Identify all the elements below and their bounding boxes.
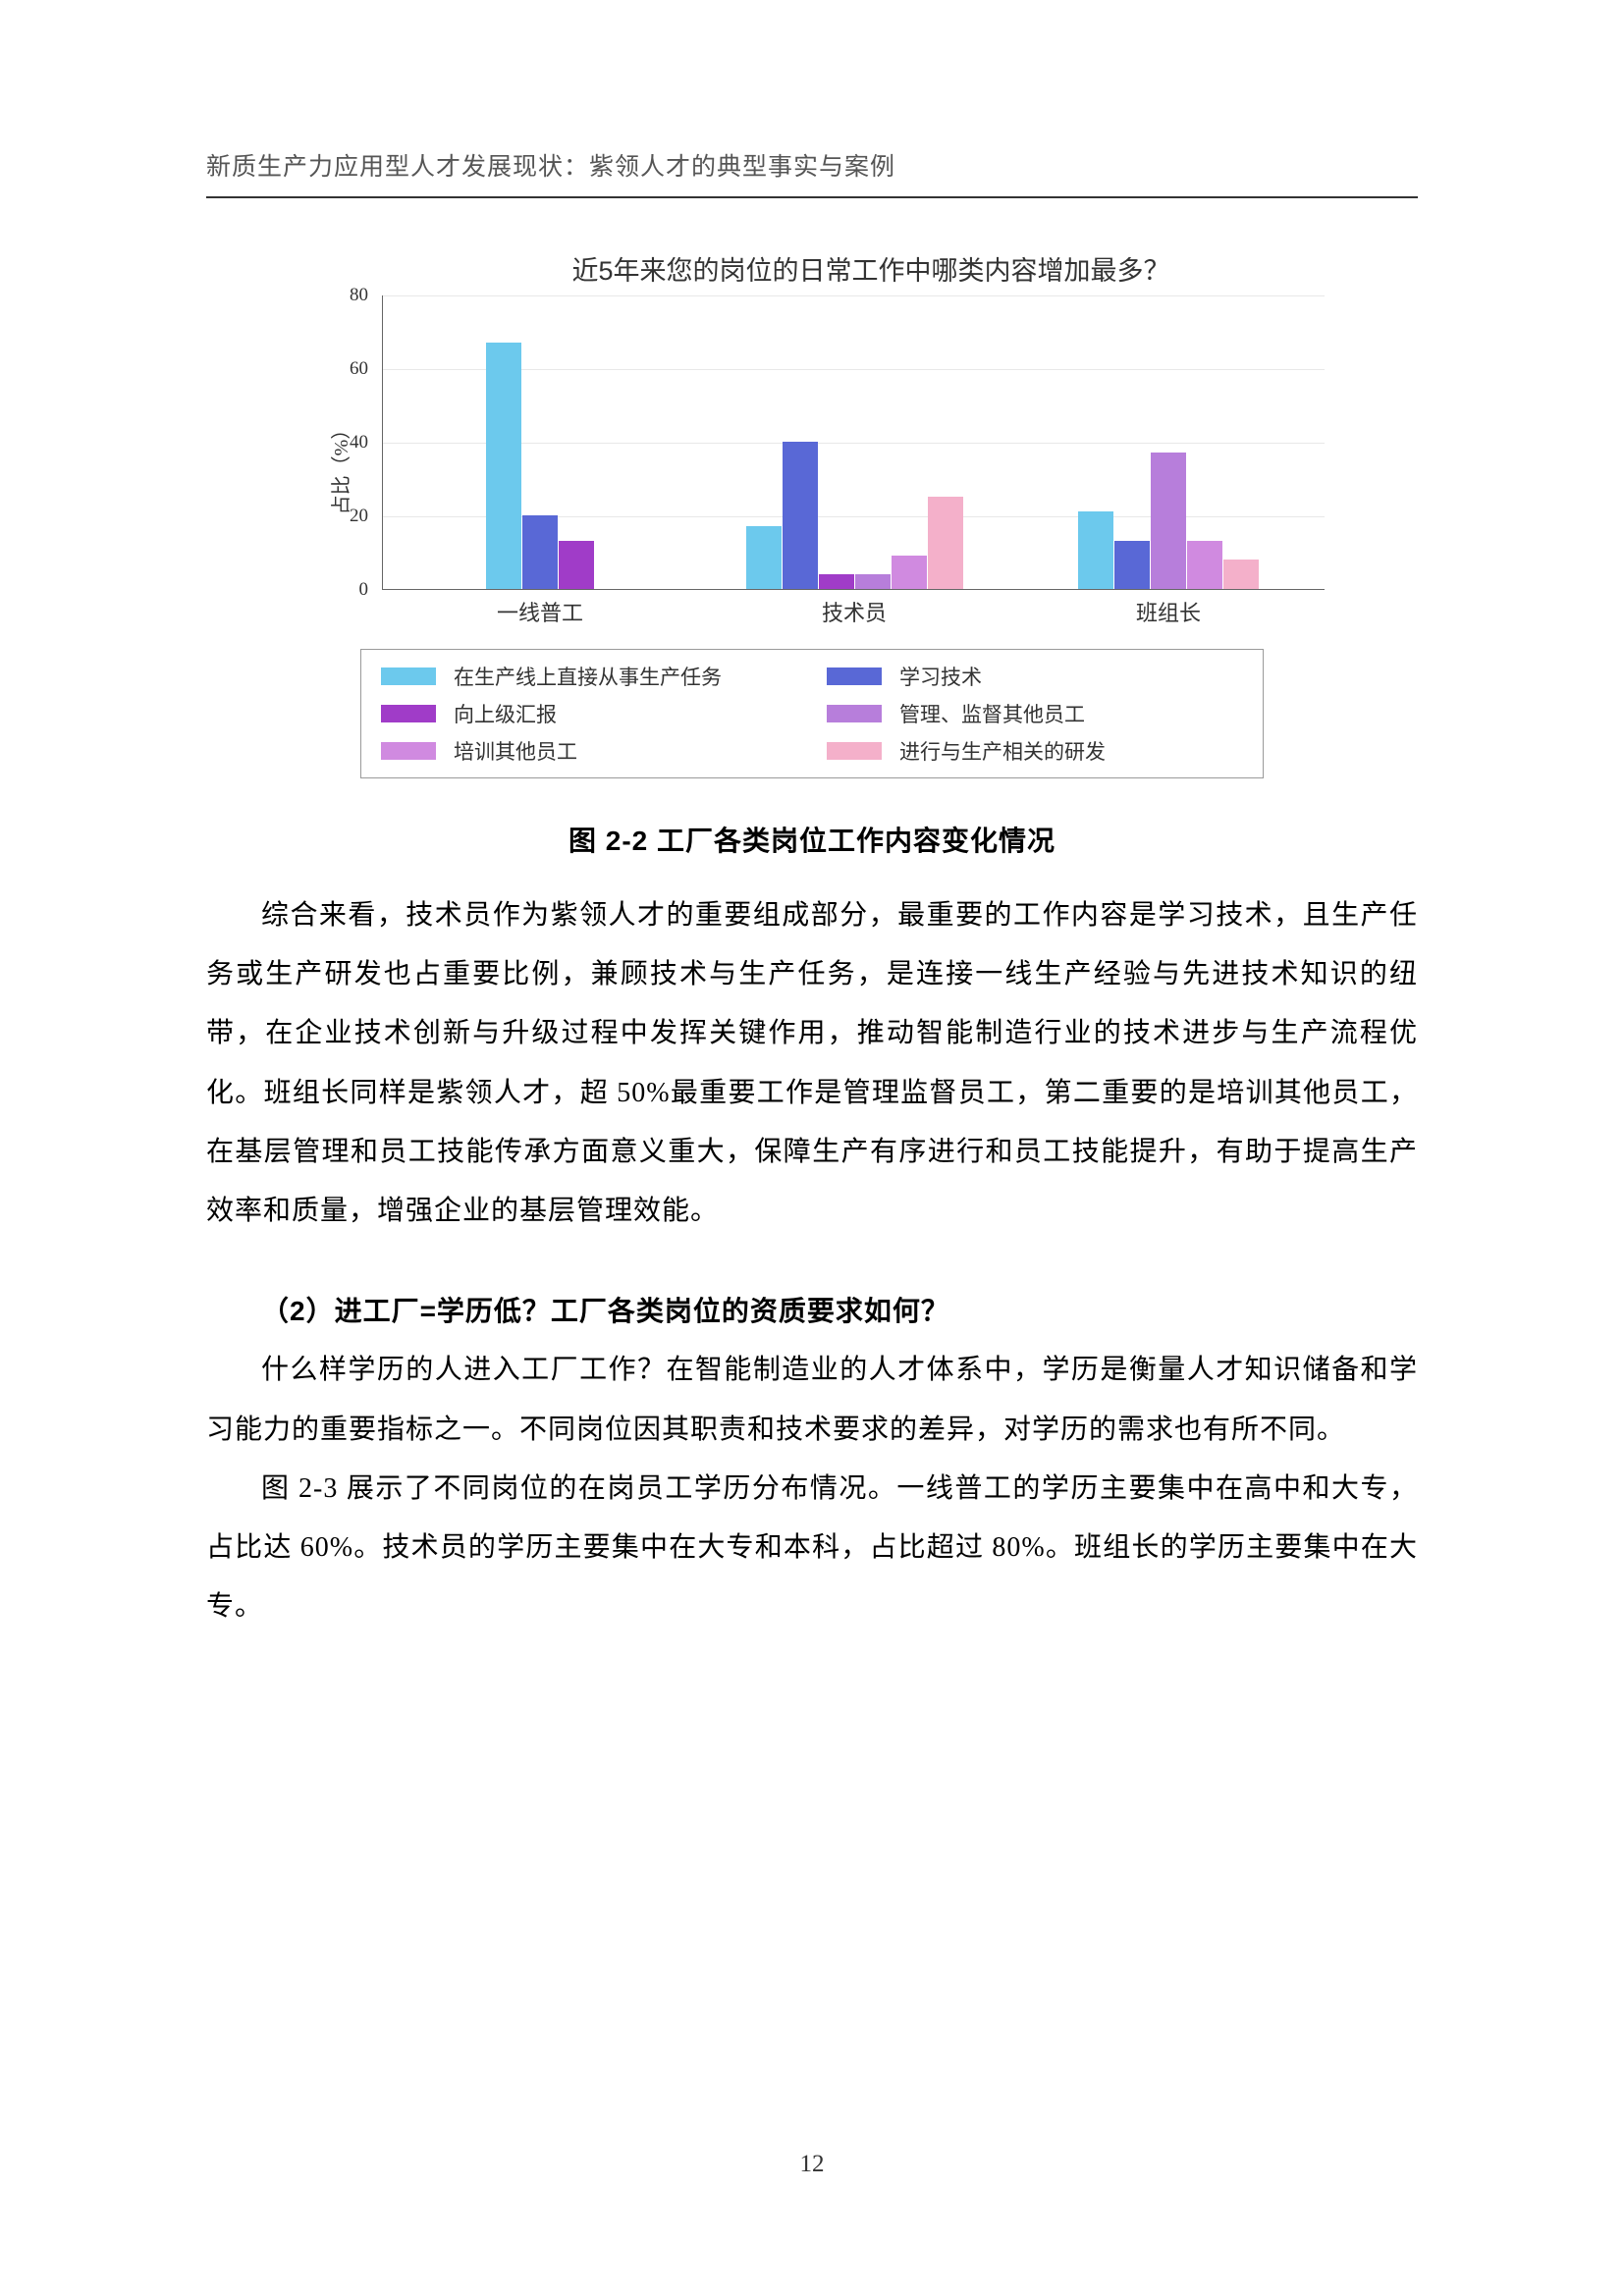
chart-ytick-label: 0 (333, 579, 368, 601)
chart-container: 近5年来您的岗位的日常工作中哪类内容增加最多？ 占比（%） 020406080 … (292, 249, 1332, 778)
legend-label: 学习技术 (899, 662, 982, 691)
legend-label: 管理、监督其他员工 (899, 699, 1085, 728)
chart-legend: 在生产线上直接从事生产任务 学习技术向上级汇报 管理、监督其他员工培训其他员工 进行与… (360, 649, 1264, 778)
chart-yticks: 020406080 (333, 295, 368, 590)
legend-label: 培训其他员工 (454, 736, 577, 766)
page-number: 12 (0, 2151, 1624, 2178)
chart-ytick-label: 80 (333, 285, 368, 306)
chart-ytick-label: 20 (333, 506, 368, 527)
page-header: 新质生产力应用型人才发展现状：紫领人才的典型事实与案例 (206, 147, 1418, 198)
legend-item: 管理、监督其他员工 (827, 699, 1243, 728)
chart-bar (486, 343, 521, 589)
legend-swatch (381, 667, 436, 685)
legend-item: 向上级汇报 (381, 699, 797, 728)
chart-bar (892, 556, 927, 589)
paragraph-2: 什么样学历的人进入工厂工作？在智能制造业的人才体系中，学历是衡量人才知识储备和学… (206, 1341, 1418, 1459)
chart-xtick-label: 班组长 (1136, 596, 1201, 627)
figure-caption: 图 2-2 工厂各类岗位工作内容变化情况 (206, 820, 1418, 859)
legend-swatch (827, 742, 882, 760)
legend-label: 在生产线上直接从事生产任务 (454, 662, 722, 691)
chart-xtick-label: 技术员 (822, 596, 887, 627)
legend-swatch (381, 705, 436, 722)
paragraph-3: 图 2-3 展示了不同岗位的在岗员工学历分布情况。一线普工的学历主要集中在高中和… (206, 1460, 1418, 1637)
chart-bar (1078, 511, 1113, 589)
chart-gridline (383, 295, 1325, 296)
paragraph-1: 综合来看，技术员作为紫领人才的重要组成部分，最重要的工作内容是学习技术，且生产任… (206, 886, 1418, 1241)
page: 新质生产力应用型人才发展现状：紫领人才的典型事实与案例 近5年来您的岗位的日常工… (0, 0, 1624, 2296)
chart-title: 近5年来您的岗位的日常工作中哪类内容增加最多？ (292, 249, 1332, 288)
chart-ytick-label: 60 (333, 358, 368, 380)
chart-xtick-label: 一线普工 (497, 596, 583, 627)
legend-swatch (827, 667, 882, 685)
chart-bar (819, 574, 854, 589)
chart-bar (783, 442, 818, 589)
chart-bar (1114, 541, 1150, 589)
body-text: 综合来看，技术员作为紫领人才的重要组成部分，最重要的工作内容是学习技术，且生产任… (206, 886, 1418, 1636)
legend-item: 学习技术 (827, 662, 1243, 691)
chart-bar (1187, 541, 1222, 589)
chart-gridline (383, 369, 1325, 370)
legend-label: 进行与生产相关的研发 (899, 736, 1106, 766)
chart-bar (559, 541, 594, 589)
legend-label: 向上级汇报 (454, 699, 557, 728)
chart-ytick-label: 40 (333, 432, 368, 454)
chart-gridline (383, 443, 1325, 444)
section-heading: （2）进工厂=学历低？工厂各类岗位的资质要求如何？ (206, 1282, 1418, 1341)
chart-bar (746, 526, 782, 589)
chart-bar (1151, 453, 1186, 589)
legend-item: 培训其他员工 (381, 736, 797, 766)
legend-swatch (827, 705, 882, 722)
chart-bar (1223, 560, 1259, 589)
chart-bar (855, 574, 891, 589)
chart-bar (928, 497, 963, 589)
chart-plot-area: 一线普工技术员班组长 (382, 295, 1325, 590)
chart-box: 占比（%） 020406080 一线普工技术员班组长 (292, 295, 1332, 639)
legend-item: 在生产线上直接从事生产任务 (381, 662, 797, 691)
legend-swatch (381, 742, 436, 760)
legend-item: 进行与生产相关的研发 (827, 736, 1243, 766)
chart-bar (522, 515, 558, 589)
